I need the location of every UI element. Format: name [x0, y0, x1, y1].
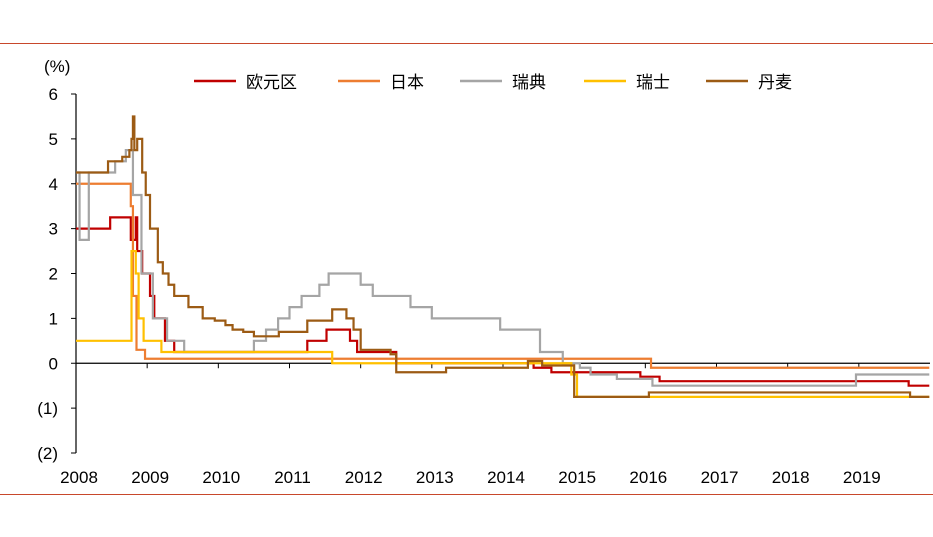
x-tick-label: 2010 [202, 468, 240, 487]
top-rule [0, 43, 933, 44]
x-tick-label: 2016 [629, 468, 667, 487]
x-tick-label: 2009 [131, 468, 169, 487]
x-tick-label: 2011 [274, 468, 311, 487]
bottom-rule [0, 494, 933, 495]
x-tick-label: 2013 [416, 468, 454, 487]
series-line-2 [76, 182, 930, 369]
y-tick-label: 3 [49, 220, 58, 239]
series-lines [76, 115, 930, 399]
y-tick-label: (1) [37, 399, 58, 418]
y-tick-label: 4 [49, 175, 58, 194]
series-line-5 [76, 115, 930, 399]
legend: 欧元区 日本 瑞典 瑞士 丹麦 [194, 73, 792, 93]
y-tick-label: 5 [49, 130, 58, 149]
y-tick-label: 6 [49, 85, 58, 104]
x-tick-label: 2018 [772, 468, 810, 487]
x-tick-label: 2019 [843, 468, 881, 487]
legend-label: 日本 [390, 73, 424, 93]
legend-label: 瑞士 [636, 73, 670, 93]
legend-label: 瑞典 [512, 73, 546, 93]
y-tick-label: 0 [49, 354, 58, 373]
x-tick-label: 2015 [558, 468, 596, 487]
y-tick-label: 2 [49, 265, 58, 284]
legend-label: 丹麦 [758, 73, 792, 93]
series-line-1 [76, 216, 930, 387]
legend-label: 欧元区 [246, 73, 297, 93]
y-tick-label: 1 [49, 309, 58, 328]
series-line-3 [76, 148, 930, 387]
y-axis-unit-label: (%) [44, 57, 70, 76]
x-tick-label: 2017 [701, 468, 739, 487]
series-line-4 [76, 249, 930, 399]
y-tick-label: (2) [37, 444, 58, 463]
x-tick-label: 2008 [60, 468, 98, 487]
x-tick-label: 2012 [345, 468, 383, 487]
x-tick-label: 2014 [487, 468, 525, 487]
axes: 6 5 4 3 2 1 0 (1) (2)2008 2009 2010 2011 2012 2013 201… [37, 85, 930, 487]
